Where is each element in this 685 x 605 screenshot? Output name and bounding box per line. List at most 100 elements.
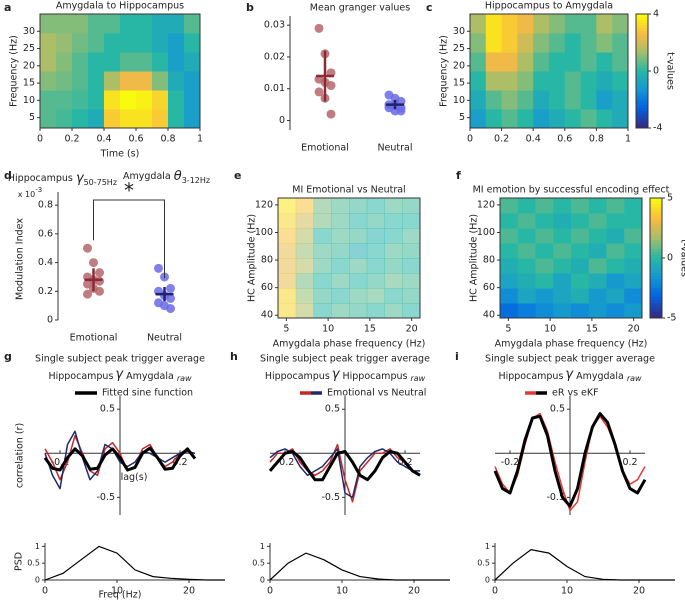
heatmap-cell: [72, 109, 89, 129]
heatmap-cell: [549, 90, 565, 110]
y-tick-label: 40: [261, 310, 273, 321]
colorbar-cell: [650, 216, 662, 220]
heatmap-cell: [402, 213, 420, 229]
psd-line: [495, 550, 675, 580]
colorbar-cell: [636, 57, 648, 60]
y-tick-label: 25: [23, 43, 35, 54]
panel-label: e: [234, 169, 241, 182]
heatmap-cell: [402, 303, 420, 319]
heatmap-cell: [571, 288, 589, 304]
colorbar-cell: [650, 288, 662, 292]
colorbar-cell: [650, 198, 662, 202]
heatmap-cell: [486, 109, 502, 129]
title-part: raw: [627, 374, 642, 383]
colorbar-cell: [636, 51, 648, 54]
panel-label: i: [455, 350, 459, 363]
panel-label: b: [246, 1, 254, 14]
y-tick-label: 0.02: [264, 51, 285, 62]
title-part: -3: [35, 186, 42, 194]
heatmap-cell: [385, 228, 403, 244]
colorbar-cell: [650, 219, 662, 223]
heatmap-cell: [486, 71, 502, 91]
x-tick-label: 20: [628, 324, 640, 335]
title-part: 3-12Hz: [182, 176, 210, 185]
heatmap-cell: [612, 71, 628, 91]
y-tick-label: 0: [260, 576, 265, 585]
legend-label: eR vs eKF: [552, 388, 599, 399]
colorbar-cell: [650, 309, 662, 313]
heatmap-cell: [553, 198, 571, 214]
psd-axes: [45, 543, 225, 580]
heatmap-cell: [152, 52, 169, 72]
heatmap-cell: [88, 52, 105, 72]
heatmap-cell: [549, 109, 565, 129]
heatmap-cell: [402, 243, 420, 259]
y-axis-label: HC Amplitude (Hz): [247, 214, 258, 302]
heatmap-cell: [549, 33, 565, 53]
heatmap-cell: [470, 90, 486, 110]
heatmap-cell: [296, 273, 314, 289]
y-tick-label: 30: [453, 26, 465, 37]
y-tick-label: 1: [260, 542, 265, 551]
colorbar-cell: [650, 258, 662, 262]
heatmap-cell: [385, 303, 403, 319]
heatmap-cell: [349, 243, 367, 259]
colorbar-cell: [650, 210, 662, 214]
heatmap-cell: [624, 228, 642, 244]
y-tick-label: 15: [453, 78, 465, 89]
heatmap-cell: [553, 273, 571, 289]
panel-label: c: [426, 1, 433, 14]
colorbar-cell: [650, 279, 662, 283]
heatmap-cell: [553, 288, 571, 304]
y-tick-label: 10: [453, 95, 465, 106]
panel-title: Amygdala to Hippocampus: [56, 1, 184, 12]
colorbar-cell: [636, 97, 648, 100]
heatmap-cell: [56, 71, 73, 91]
heatmap-cell: [184, 52, 201, 72]
y-tick-label: 80: [261, 255, 273, 266]
y-tick-label: 5: [459, 112, 465, 123]
heatmap-cell: [120, 109, 137, 129]
title-part: γ: [565, 367, 574, 382]
heatmap-cell: [612, 14, 628, 34]
colorbar-cell: [650, 237, 662, 241]
heatmap-cell: [314, 303, 332, 319]
heatmap-cell: [314, 288, 332, 304]
colorbar-cell: [636, 100, 648, 103]
colorbar-cell: [636, 74, 648, 77]
panel-title: MI emotion by successful encoding effect: [473, 185, 670, 196]
colorbar-cell: [636, 82, 648, 85]
colorbar-cell: [636, 117, 648, 120]
data-point: [95, 268, 104, 277]
heatmap-cell: [40, 52, 57, 72]
heatmap-cell: [152, 33, 169, 53]
x-tick-label: 0.8: [589, 134, 604, 145]
heatmap-cell: [104, 14, 121, 34]
colorbar-cell: [636, 40, 648, 43]
heatmap-cell: [168, 71, 185, 91]
heatmap-cell: [517, 71, 533, 91]
x-tick-label: Emotional: [70, 333, 118, 344]
heatmap-cell: [331, 228, 349, 244]
colorbar-cell: [636, 62, 648, 65]
heatmap-cell: [88, 90, 105, 110]
heatmap-cell: [367, 213, 385, 229]
x-tick-label: 0.6: [557, 134, 572, 145]
heatmap-cell: [168, 109, 185, 129]
panel-label: d: [4, 169, 12, 182]
x-axis-label: Freq (Hz): [99, 590, 142, 601]
y-tick-label: 1: [35, 542, 40, 551]
heatmap-cell: [136, 33, 153, 53]
heatmap-cell: [278, 258, 296, 274]
title-part: Hippocampus: [8, 173, 73, 184]
heatmap-cell: [571, 258, 589, 274]
colorbar-label: t-values: [679, 239, 685, 277]
panel-label: f: [456, 169, 461, 182]
y-axis-label: Frequency (Hz): [439, 35, 450, 107]
colorbar-cell: [636, 71, 648, 74]
heatmap-cell: [367, 303, 385, 319]
heatmap-cell: [536, 258, 554, 274]
